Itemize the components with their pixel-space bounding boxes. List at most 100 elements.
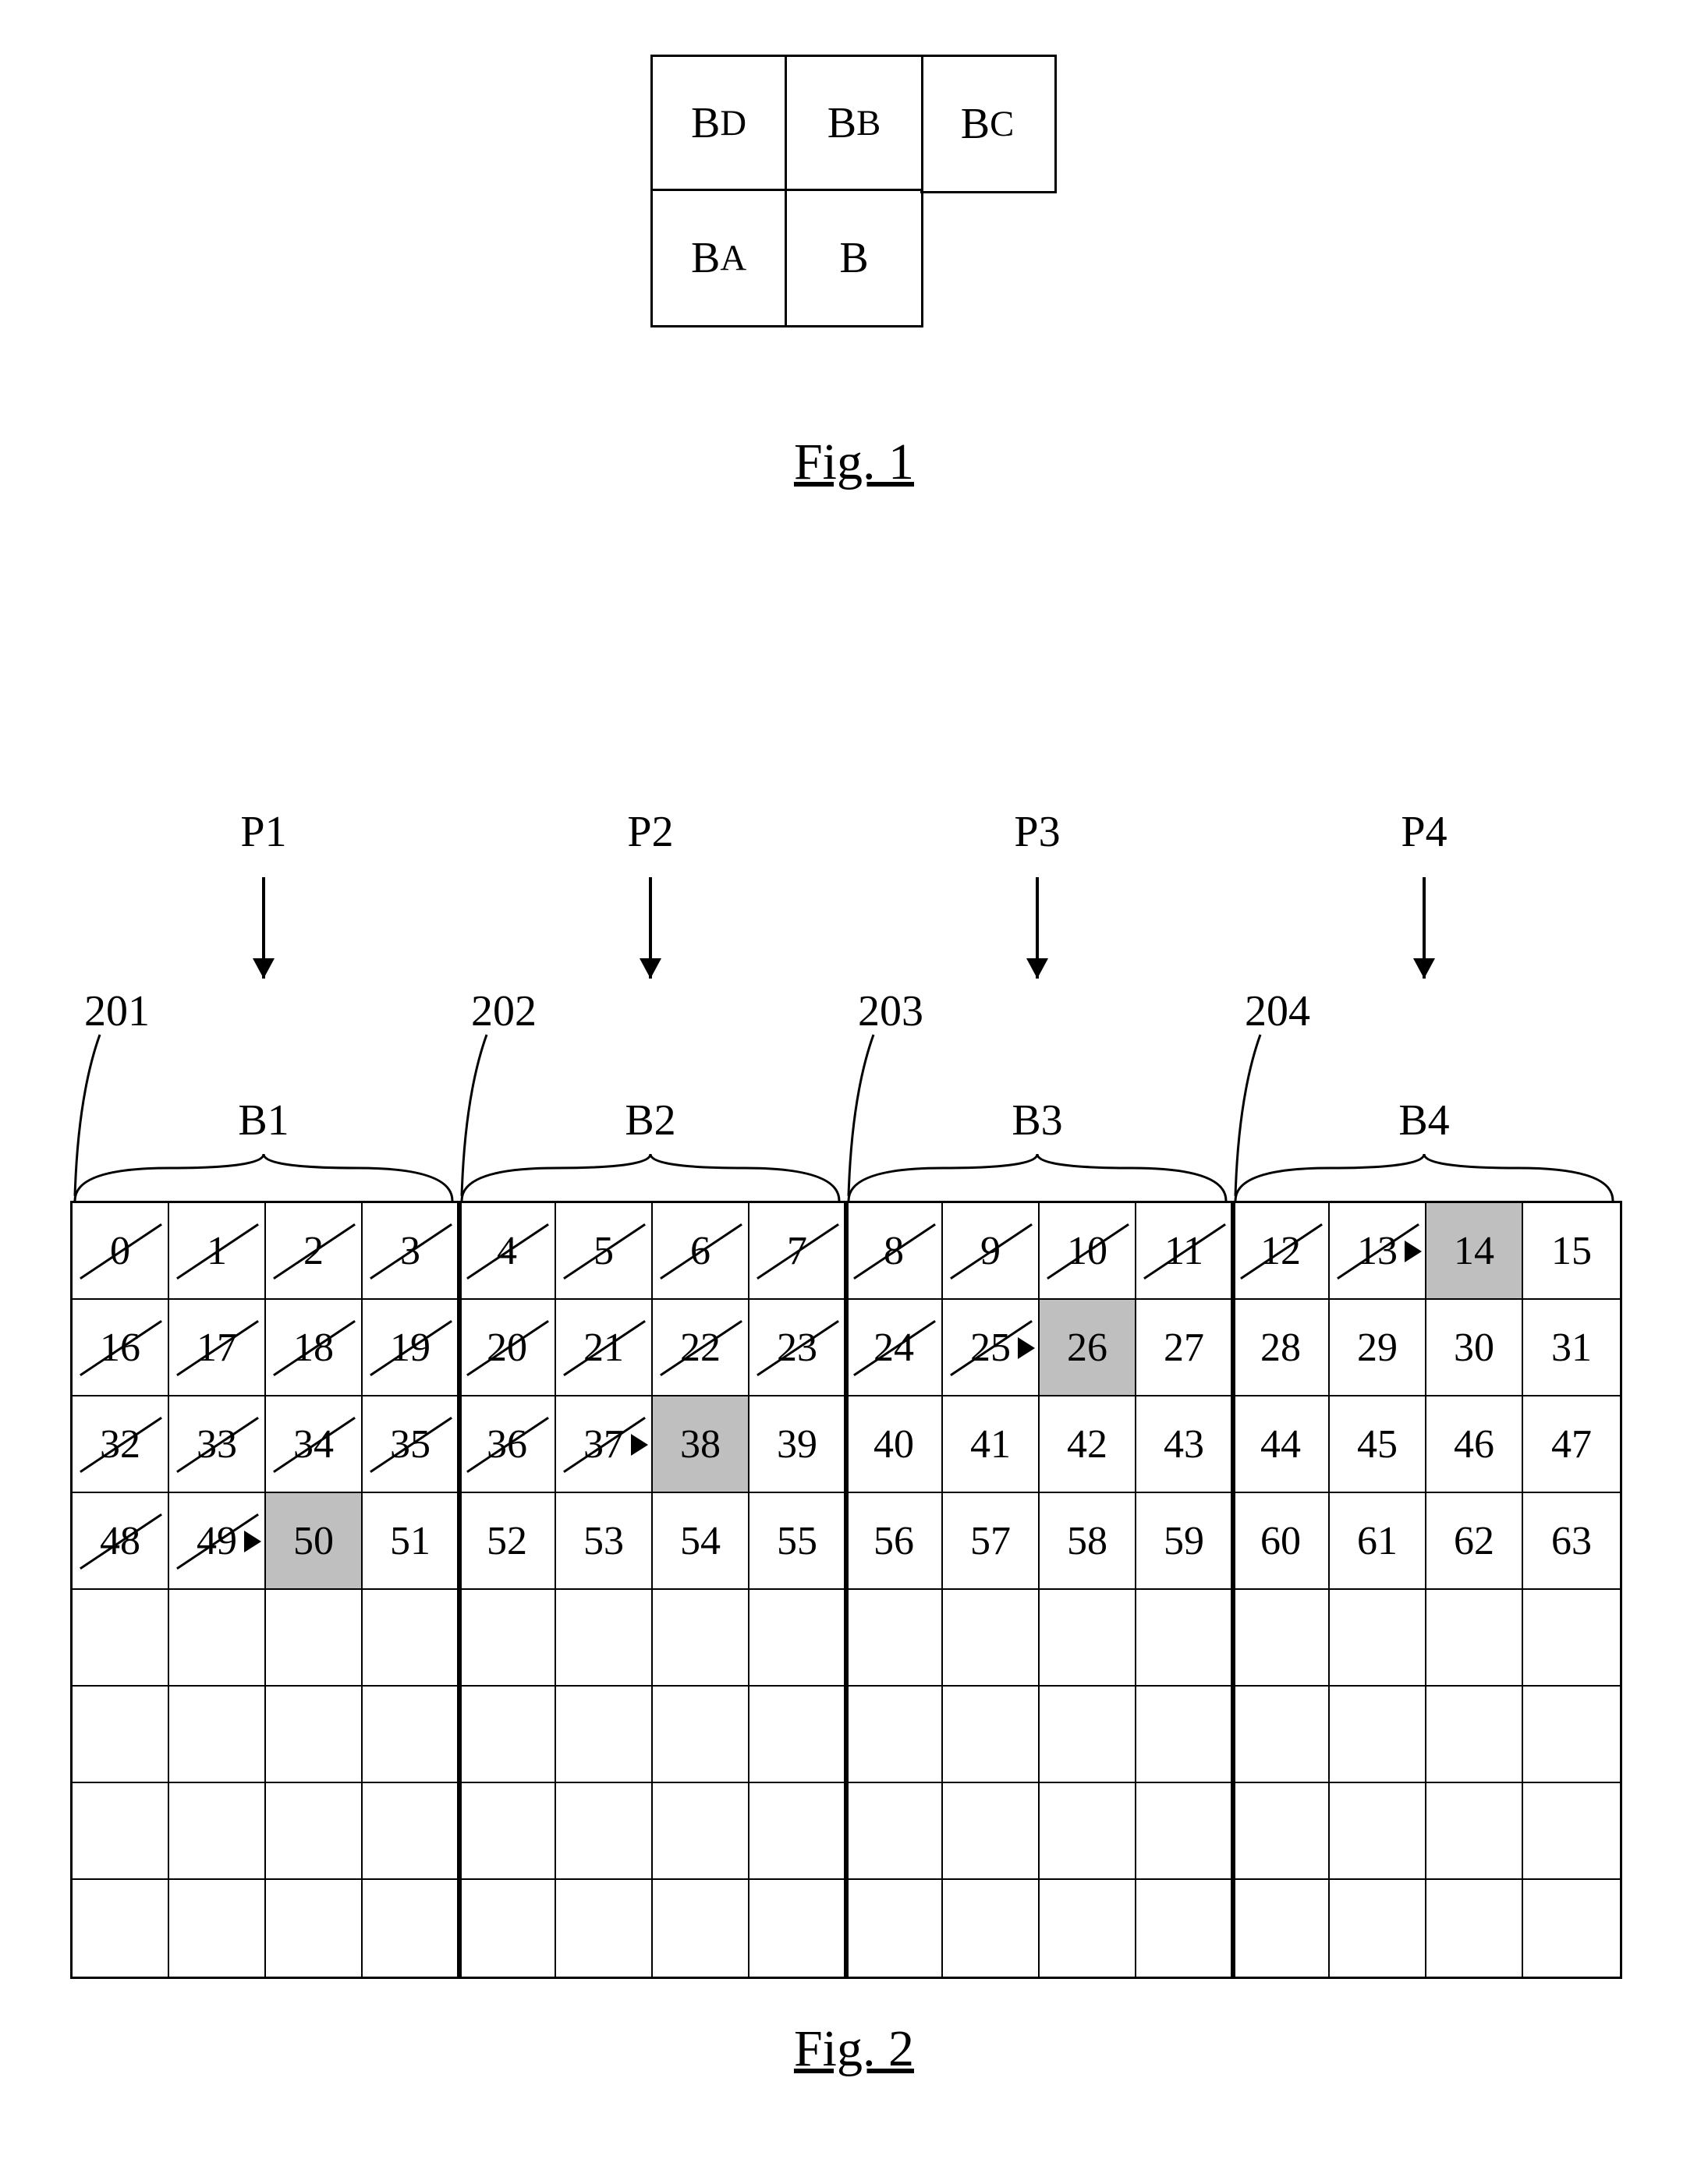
grid-cell: 31 xyxy=(1523,1300,1620,1396)
grid-cell xyxy=(943,1590,1040,1687)
grid-cell xyxy=(363,1783,459,1880)
grid-cell: 22 xyxy=(653,1300,749,1396)
grid-cell: 3 xyxy=(363,1203,459,1300)
grid-cell: 41 xyxy=(943,1396,1040,1493)
grid-cell xyxy=(169,1880,266,1977)
grid-cell: 24 xyxy=(846,1300,943,1396)
grid-cell xyxy=(1426,1880,1523,1977)
page: BD BB BA B BC Fig. 1 P1201B1P2202B2P3203… xyxy=(0,0,1708,2184)
grid-cell xyxy=(1233,1783,1330,1880)
grid-cell xyxy=(1233,1880,1330,1977)
grid-cell: 63 xyxy=(1523,1493,1620,1590)
fig1-grid: BD BB BA B xyxy=(650,55,923,327)
svg-text:B3: B3 xyxy=(1012,1096,1062,1145)
grid-cell xyxy=(169,1783,266,1880)
grid-cell: 13 xyxy=(1330,1203,1426,1300)
grid-cell xyxy=(556,1687,653,1783)
fig2-grid: 0123456789101112131415161718192021222324… xyxy=(70,1201,1622,1979)
grid-cell: 52 xyxy=(459,1493,556,1590)
grid-cell: 19 xyxy=(363,1300,459,1396)
fig1-caption: Fig. 1 xyxy=(0,433,1708,492)
fig2-top-labels: P1201B1P2202B2P3203B3P4204B4 xyxy=(70,807,1618,1201)
grid-cell xyxy=(1523,1880,1620,1977)
fig1-cell-bb: BB xyxy=(787,57,921,191)
grid-cell xyxy=(266,1590,363,1687)
grid-cell xyxy=(1523,1687,1620,1783)
grid-cell xyxy=(1330,1687,1426,1783)
grid-cell: 40 xyxy=(846,1396,943,1493)
grid-cell: 23 xyxy=(749,1300,846,1396)
grid-cell: 34 xyxy=(266,1396,363,1493)
grid-cell xyxy=(846,1590,943,1687)
grid-cell xyxy=(749,1687,846,1783)
grid-cell: 35 xyxy=(363,1396,459,1493)
grid-cell: 38 xyxy=(653,1396,749,1493)
grid-cell xyxy=(1330,1880,1426,1977)
grid-cell xyxy=(266,1687,363,1783)
grid-cell xyxy=(846,1783,943,1880)
grid-cell: 18 xyxy=(266,1300,363,1396)
grid-cell xyxy=(653,1687,749,1783)
grid-cell xyxy=(943,1880,1040,1977)
grid-cell xyxy=(1233,1687,1330,1783)
grid-cell: 56 xyxy=(846,1493,943,1590)
grid-cell: 36 xyxy=(459,1396,556,1493)
grid-cell: 62 xyxy=(1426,1493,1523,1590)
grid-cell: 59 xyxy=(1136,1493,1233,1590)
grid-cell: 42 xyxy=(1040,1396,1136,1493)
grid-cell: 6 xyxy=(653,1203,749,1300)
grid-cell: 51 xyxy=(363,1493,459,1590)
grid-cell xyxy=(653,1880,749,1977)
grid-cell: 54 xyxy=(653,1493,749,1590)
fig2-grid-wrap: 0123456789101112131415161718192021222324… xyxy=(70,1201,1622,1979)
grid-cell xyxy=(459,1880,556,1977)
grid-cell: 21 xyxy=(556,1300,653,1396)
grid-cell xyxy=(846,1880,943,1977)
grid-cell: 26 xyxy=(1040,1300,1136,1396)
fig1-cell-bd: BD xyxy=(653,57,787,191)
grid-cell xyxy=(73,1687,169,1783)
grid-cell: 58 xyxy=(1040,1493,1136,1590)
grid-cell xyxy=(73,1783,169,1880)
grid-cell xyxy=(556,1590,653,1687)
grid-cell xyxy=(459,1783,556,1880)
grid-cell xyxy=(556,1783,653,1880)
grid-cell xyxy=(73,1590,169,1687)
grid-cell xyxy=(1426,1687,1523,1783)
grid-cell xyxy=(1136,1590,1233,1687)
grid-cell xyxy=(1523,1590,1620,1687)
grid-cell xyxy=(363,1880,459,1977)
grid-cell: 44 xyxy=(1233,1396,1330,1493)
grid-cell: 32 xyxy=(73,1396,169,1493)
grid-cell: 16 xyxy=(73,1300,169,1396)
grid-cell: 33 xyxy=(169,1396,266,1493)
grid-cell: 39 xyxy=(749,1396,846,1493)
grid-cell: 46 xyxy=(1426,1396,1523,1493)
grid-cell xyxy=(943,1687,1040,1783)
grid-cell: 57 xyxy=(943,1493,1040,1590)
svg-text:203: 203 xyxy=(858,987,923,1035)
grid-cell: 60 xyxy=(1233,1493,1330,1590)
svg-text:P3: P3 xyxy=(1014,808,1060,856)
svg-text:P1: P1 xyxy=(240,808,286,856)
grid-cell xyxy=(1040,1783,1136,1880)
grid-cell xyxy=(653,1783,749,1880)
grid-cell xyxy=(556,1880,653,1977)
thick-divider xyxy=(1231,1203,1235,1977)
grid-cell: 14 xyxy=(1426,1203,1523,1300)
grid-cell xyxy=(1426,1590,1523,1687)
grid-cell: 55 xyxy=(749,1493,846,1590)
grid-cell: 45 xyxy=(1330,1396,1426,1493)
grid-cell xyxy=(459,1590,556,1687)
grid-cell xyxy=(363,1590,459,1687)
svg-text:P4: P4 xyxy=(1401,808,1447,856)
grid-cell xyxy=(749,1880,846,1977)
grid-cell: 10 xyxy=(1040,1203,1136,1300)
grid-cell: 30 xyxy=(1426,1300,1523,1396)
grid-cell: 20 xyxy=(459,1300,556,1396)
fig1-cell-ba: BA xyxy=(653,191,787,325)
grid-cell: 48 xyxy=(73,1493,169,1590)
grid-cell xyxy=(1136,1880,1233,1977)
grid-cell xyxy=(169,1590,266,1687)
grid-cell xyxy=(749,1783,846,1880)
